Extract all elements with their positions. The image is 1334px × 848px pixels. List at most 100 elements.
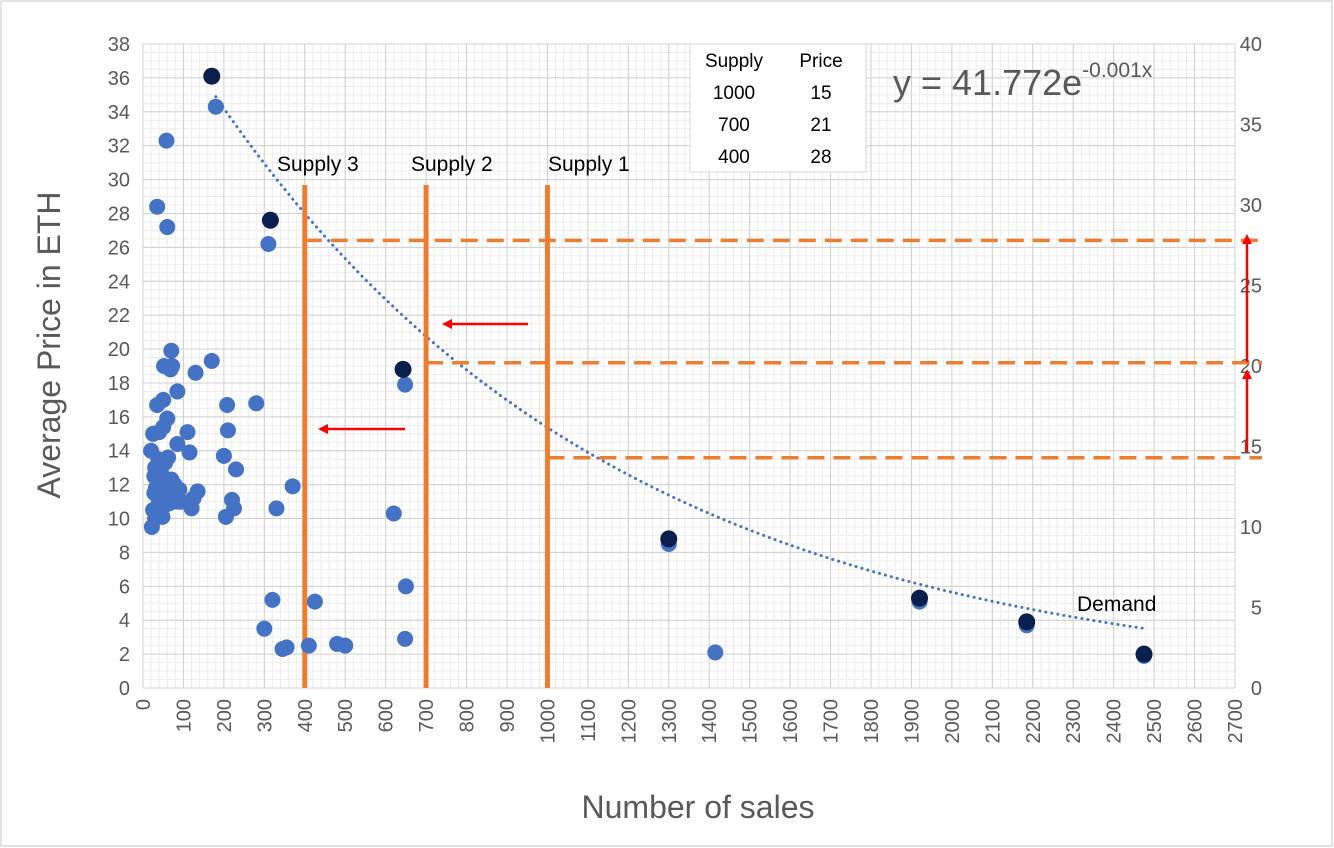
data-point [219, 396, 236, 413]
y-tick-label: 22 [108, 305, 130, 327]
table-cell: 700 [718, 115, 750, 136]
highlighted-data-point [660, 530, 678, 548]
y2-tick-label: 35 [1240, 115, 1262, 137]
x-axis-title: Number of sales [582, 789, 815, 825]
x-tick-label: 300 [254, 699, 276, 732]
data-point [179, 424, 196, 441]
x-tick-label: 1400 [699, 699, 721, 744]
y-tick-label: 14 [108, 441, 130, 463]
y-tick-label: 2 [119, 644, 130, 666]
y-tick-label: 24 [108, 271, 130, 293]
x-tick-label: 1300 [659, 699, 681, 744]
data-point [256, 620, 273, 637]
data-point [189, 483, 206, 500]
table-cell: 1000 [713, 83, 755, 104]
x-tick-label: 2300 [1063, 699, 1085, 744]
x-tick-label: 1000 [537, 699, 559, 744]
y-tick-label: 34 [108, 102, 130, 124]
arrow-head [318, 424, 328, 434]
x-tick-label: 600 [376, 699, 398, 732]
arrow-head [442, 319, 452, 329]
y-axis-title: Average Price in ETH [31, 191, 67, 498]
table-header-price: Price [799, 51, 842, 72]
y-tick-label: 8 [119, 542, 130, 564]
y-tick-label: 4 [119, 610, 130, 632]
data-point [160, 449, 177, 466]
data-point [219, 422, 236, 439]
data-point [707, 644, 724, 661]
data-point [164, 358, 181, 374]
x-tick-label: 1900 [901, 699, 923, 744]
x-tick-label: 1200 [618, 699, 640, 744]
data-point [228, 461, 245, 478]
red-arrows [318, 234, 1252, 452]
y-tick-label: 36 [108, 68, 130, 90]
equation-exponent: -0.001x [1082, 59, 1153, 82]
data-point [207, 98, 224, 115]
highlighted-data-point [911, 589, 929, 607]
y-tick-label: 6 [119, 576, 130, 598]
arrow-head [1242, 234, 1252, 244]
x-tick-label: 2000 [942, 699, 964, 744]
x-tick-label: 2200 [1023, 699, 1045, 744]
table-cell: 400 [718, 147, 750, 168]
x-tick-label: 900 [497, 699, 519, 732]
data-point [248, 395, 265, 412]
table-cell: 28 [810, 147, 831, 168]
y-tick-label: 30 [108, 170, 130, 192]
x-tick-label: 2600 [1185, 699, 1207, 744]
x-tick-label: 500 [335, 699, 357, 732]
equation-base: y = 41.772e [893, 62, 1082, 103]
data-point [385, 505, 402, 522]
highlighted-data-point [1135, 645, 1153, 663]
data-point [397, 376, 414, 393]
x-tick-label: 1500 [740, 699, 762, 744]
y-tick-label: 12 [108, 475, 130, 497]
data-point [187, 364, 204, 381]
y-tick-label: 38 [108, 34, 130, 56]
data-point [159, 410, 176, 427]
table-cell: 15 [810, 83, 831, 104]
highlighted-data-point [261, 211, 279, 229]
arrow-head [1242, 369, 1252, 379]
x-tick-label: 2500 [1144, 699, 1166, 744]
demand-label: Demand [1077, 593, 1156, 616]
data-point [397, 630, 414, 647]
y-tick-label: 16 [108, 407, 130, 429]
data-point [149, 198, 166, 215]
data-point [155, 391, 172, 408]
y2-tick-label: 40 [1240, 34, 1262, 56]
y-tick-label: 10 [108, 509, 130, 531]
trendline-equation: y = 41.772e-0.001x [893, 59, 1153, 103]
x-tick-label: 200 [214, 699, 236, 732]
data-point [397, 578, 414, 595]
data-point [306, 593, 323, 610]
x-tick-label: 1100 [578, 699, 600, 742]
y-tick-label: 32 [108, 136, 130, 158]
highlighted-data-point [1018, 613, 1036, 631]
supply-3-label: Supply 3 [277, 153, 359, 176]
data-point [215, 447, 232, 464]
y2-tick-label: 20 [1240, 356, 1262, 378]
x-axis-tick-labels: 0 100 200 300 400 500 600 700 800 900 1000 1100 1200… [133, 699, 1247, 744]
x-tick-label: 1800 [861, 699, 883, 744]
data-point [169, 383, 186, 400]
data-point [264, 591, 281, 608]
table-header-supply: Supply [705, 51, 764, 72]
supply-1-label: Supply 1 [548, 153, 630, 176]
data-point [226, 500, 242, 517]
highlighted-data-point [203, 67, 221, 85]
y-tick-label: 26 [108, 237, 130, 259]
x-tick-label: 700 [416, 699, 438, 732]
x-tick-label: 800 [457, 699, 479, 732]
supply-vertical-lines [302, 185, 550, 688]
data-point [171, 481, 188, 498]
x-tick-label: 2100 [982, 699, 1004, 744]
data-point [159, 219, 176, 236]
x-tick-label: 1600 [780, 699, 802, 744]
y-tick-label: 20 [108, 339, 130, 361]
data-point [163, 342, 180, 359]
